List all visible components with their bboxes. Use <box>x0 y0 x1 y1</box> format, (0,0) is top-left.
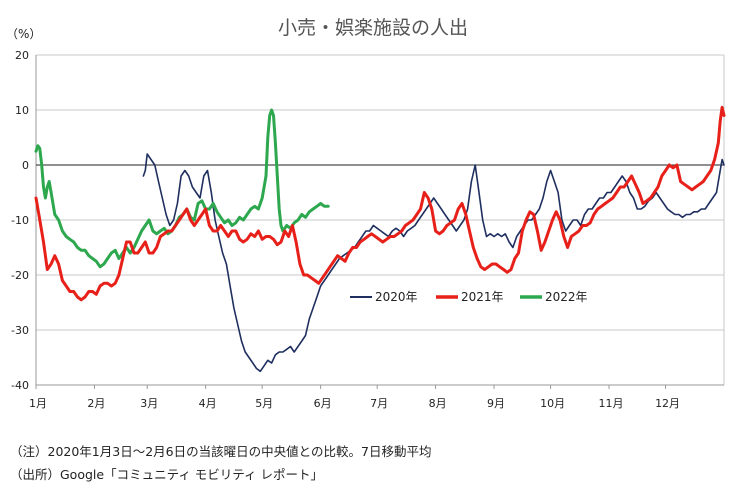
x-tick-label: 7月 <box>370 397 388 410</box>
y-tick-label: -40 <box>11 379 29 392</box>
y-tick-label: 10 <box>15 104 29 117</box>
chart-title: 小売・娯楽施設の人出 <box>278 17 468 39</box>
x-tick-label: 3月 <box>140 397 158 410</box>
series-line-1 <box>34 105 726 302</box>
series-line-0 <box>142 153 725 373</box>
legend-label-1: 2021年 <box>461 290 504 304</box>
y-tick-label: 0 <box>22 159 29 172</box>
y-tick-label: 20 <box>15 49 29 62</box>
x-tick-label: 10月 <box>540 397 565 410</box>
series-lines <box>34 105 726 373</box>
x-tick-label: 5月 <box>255 397 273 410</box>
y-tick-label: -30 <box>11 324 29 337</box>
legend-label-2: 2022年 <box>545 290 588 304</box>
x-tick-label: 9月 <box>487 397 505 410</box>
legend-label-0: 2020年 <box>375 290 418 304</box>
x-tick-label: 6月 <box>314 397 332 410</box>
footnote-source: （出所）Google「コミュニティ モビリティ レポート」 <box>10 467 324 482</box>
grid-lines <box>36 54 724 386</box>
legend: 2020年 2021年 2022年 <box>350 290 588 304</box>
x-tick-label: 4月 <box>199 397 217 410</box>
x-tick-label: 11月 <box>599 397 624 410</box>
y-tick-label: -20 <box>11 269 29 282</box>
series-line-2 <box>34 108 330 269</box>
y-tick-label: -10 <box>11 214 29 227</box>
y-axis-unit: （%） <box>6 27 41 41</box>
x-tick-label: 2月 <box>87 397 105 410</box>
x-tick-label: 8月 <box>429 397 447 410</box>
axes <box>35 55 725 389</box>
footnote-note: （注）2020年1月3日～2月6日の当該曜日の中央値との比較。7日移動平均 <box>10 444 432 459</box>
x-tick-label: 12月 <box>655 397 680 410</box>
x-tick-label: 1月 <box>29 397 47 410</box>
